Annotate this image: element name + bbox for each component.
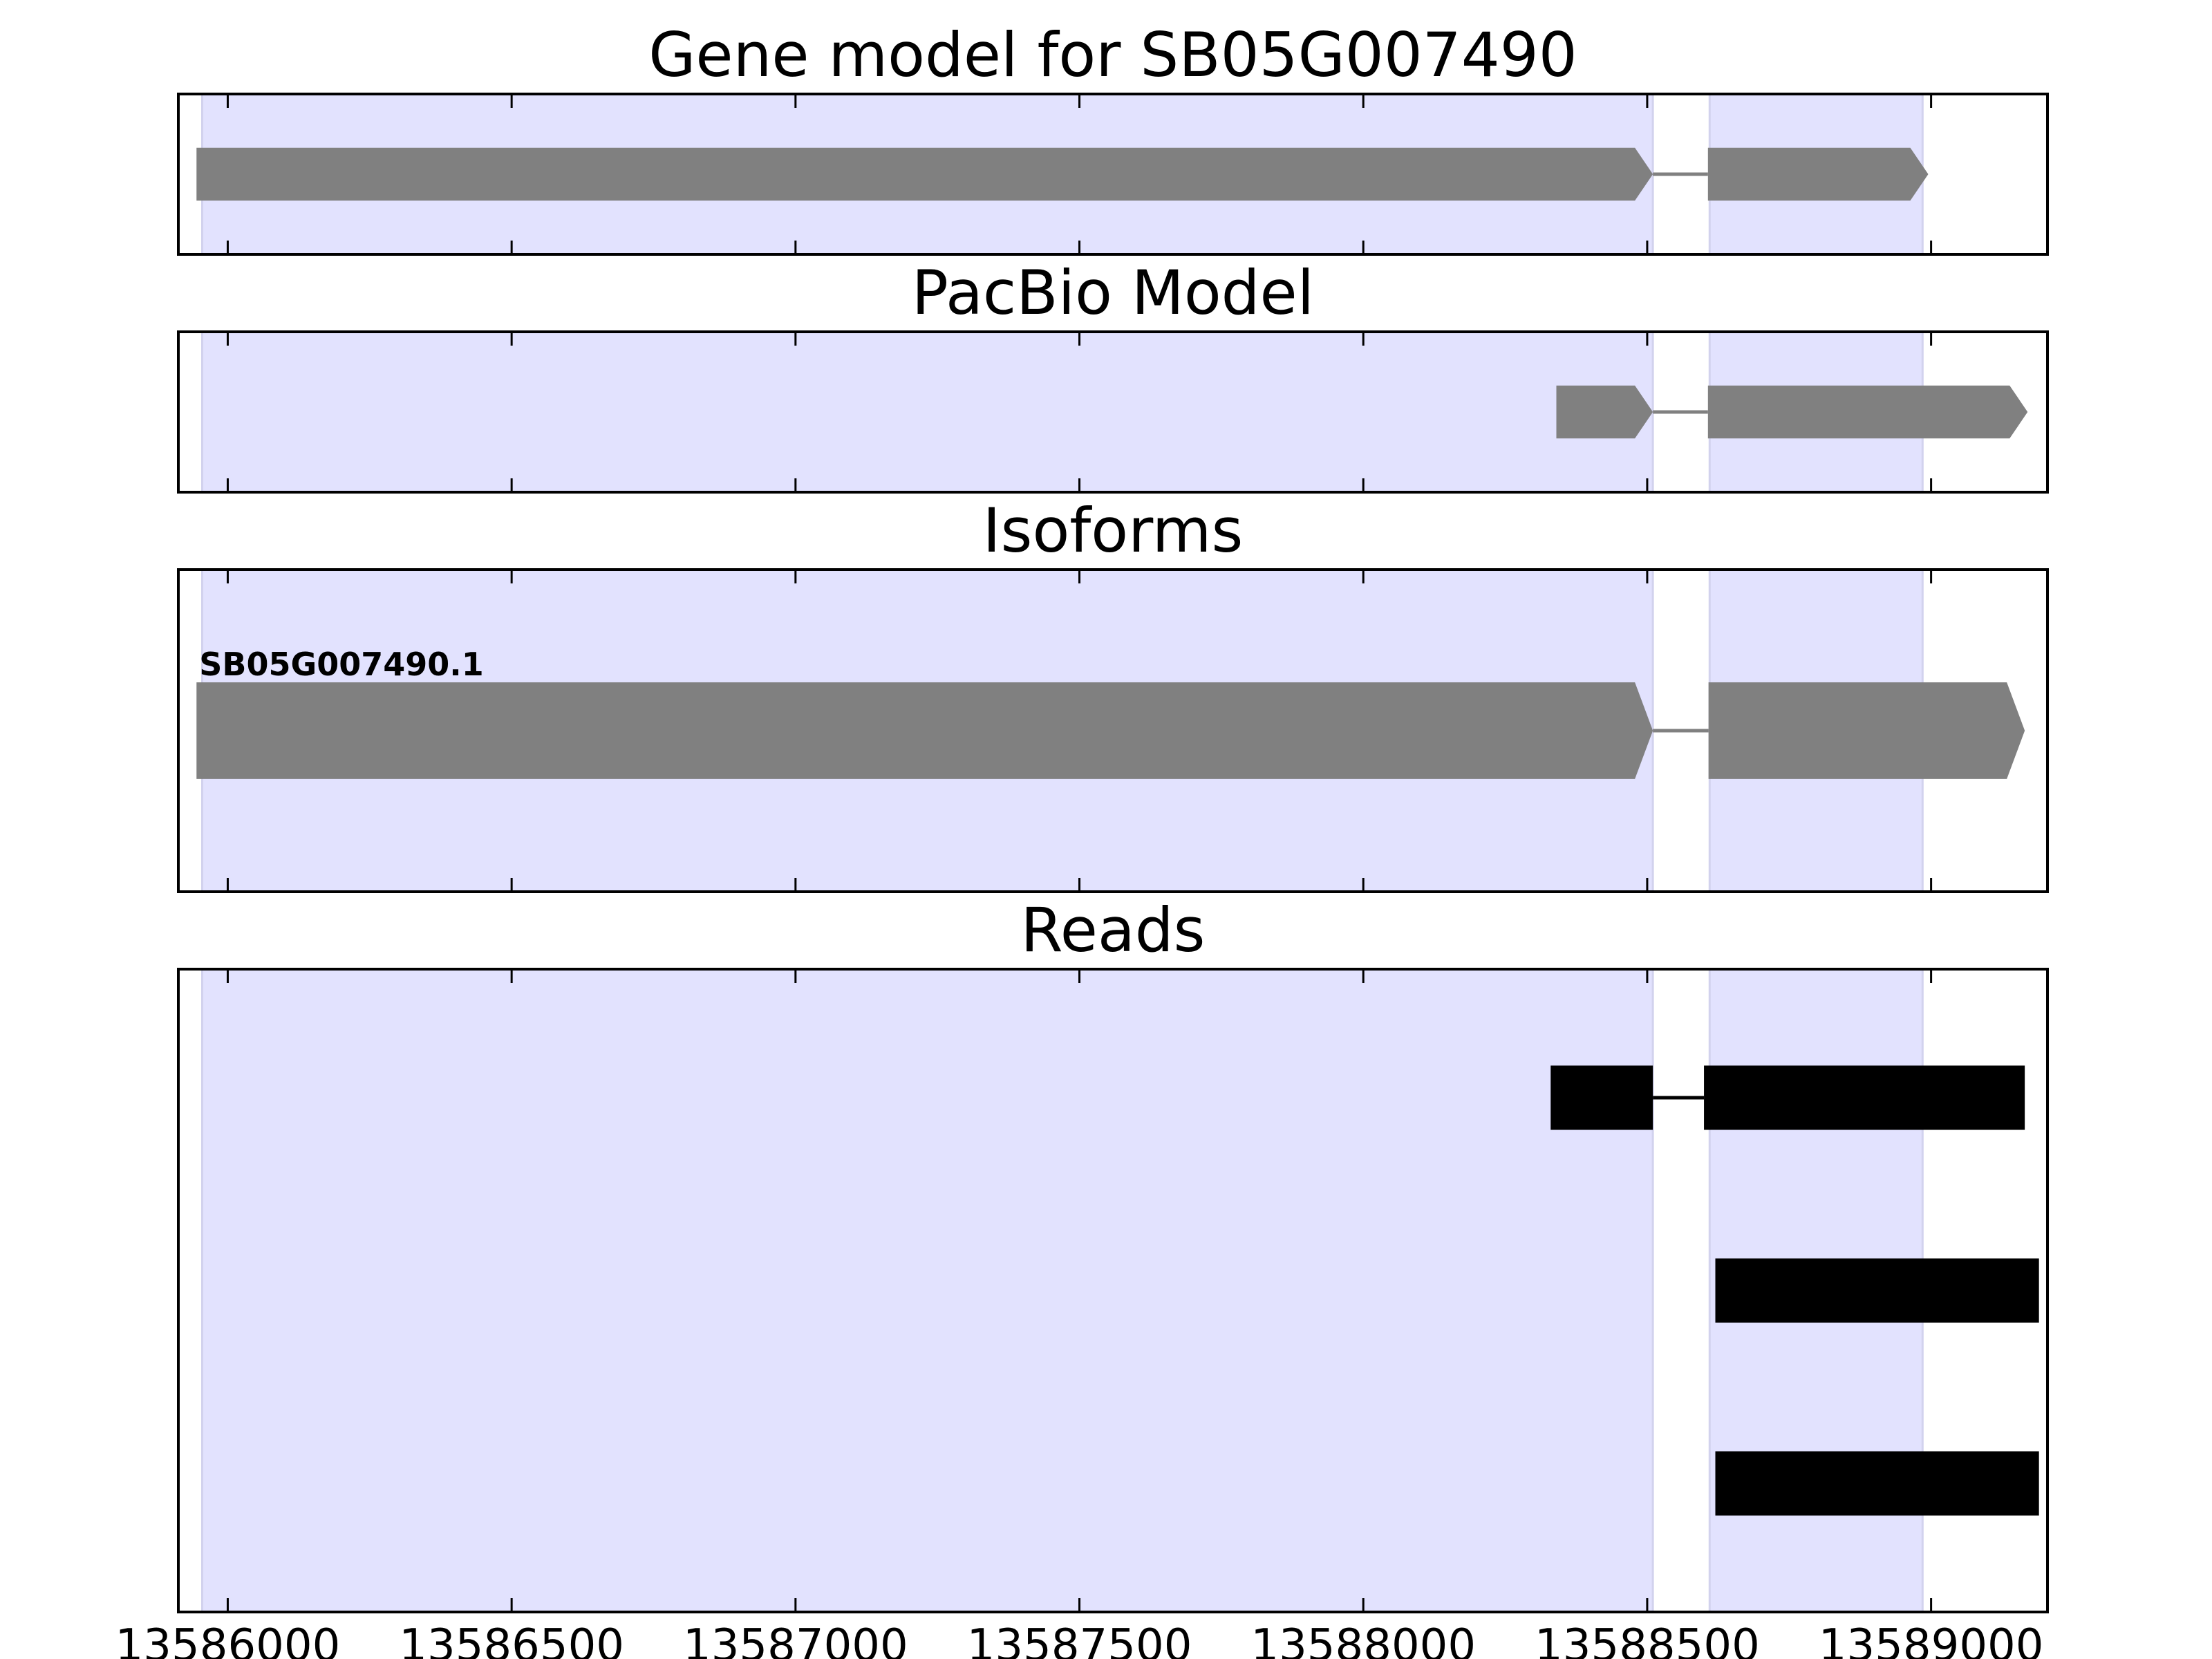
feature-row-0	[1550, 1065, 2025, 1130]
exon-block	[1556, 385, 1653, 439]
track-panels: Gene model for SB05G007490 PacBio Model SB…	[177, 19, 2049, 1613]
isoform-label: SB05G007490.1	[199, 646, 483, 683]
x-tick-label: 13587500	[967, 1620, 1192, 1659]
panel-frame	[177, 330, 2049, 494]
exon-block	[1708, 682, 2025, 779]
x-tick-label: 13586000	[115, 1620, 341, 1659]
panel-4: Reads	[177, 894, 2049, 1613]
exon-block	[1704, 1065, 2025, 1130]
exon-block	[1715, 1451, 2039, 1516]
exon-block	[196, 147, 1653, 201]
feature-row-2	[1715, 1451, 2039, 1516]
x-tick-label: 13588000	[1250, 1620, 1476, 1659]
feature-row-1	[1715, 1258, 2039, 1323]
panel-3: SB05G007490.1 Isoforms	[177, 495, 2049, 893]
feature-row-0	[196, 147, 1929, 201]
panel-frame	[177, 93, 2049, 256]
x-tick-label: 13586500	[399, 1620, 624, 1659]
panel-frame	[177, 568, 2049, 893]
panel-title: Gene model for SB05G007490	[648, 19, 1577, 91]
panel-frame	[177, 968, 2049, 1613]
panel-title: Reads	[1021, 894, 1206, 966]
feature-row-0	[1556, 385, 2028, 439]
exon-block	[196, 682, 1653, 779]
exon-region-highlight	[200, 330, 1654, 494]
x-tick-label: 13588500	[1535, 1620, 1760, 1659]
x-tick-label: 13587000	[683, 1620, 908, 1659]
feature-row-0: SB05G007490.1	[196, 646, 2025, 779]
exon-block	[1707, 147, 1929, 201]
x-axis-tick-labels: 13586000 13586500 13587000 13587500 13588000…	[115, 1620, 2044, 1659]
panel-2: PacBio Model	[177, 257, 2049, 494]
x-tick-label: 13589000	[1819, 1620, 2044, 1659]
exon-block	[1715, 1258, 2039, 1323]
panel-1: Gene model for SB05G007490	[177, 19, 2049, 256]
exon-region-highlight	[200, 968, 1654, 1613]
exon-block	[1707, 385, 2028, 439]
panel-title: PacBio Model	[912, 257, 1314, 328]
panel-title: Isoforms	[983, 495, 1244, 566]
exon-block	[1550, 1065, 1653, 1130]
